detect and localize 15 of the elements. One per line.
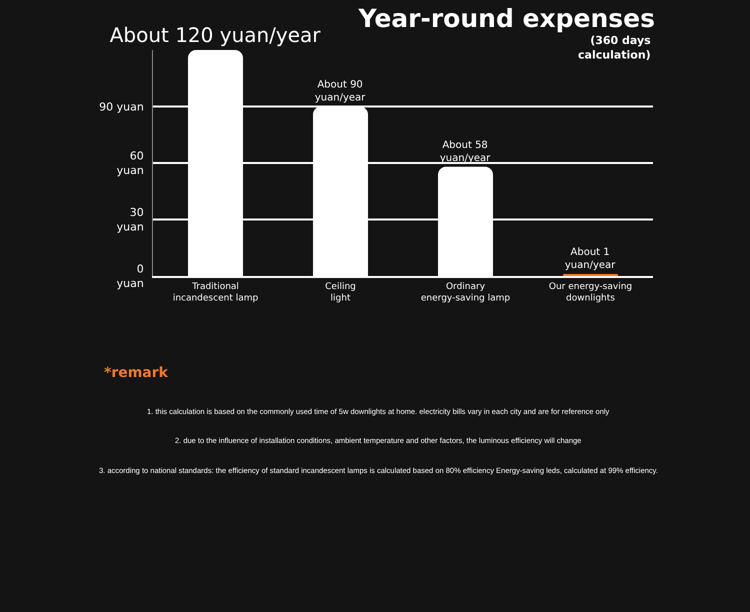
y-tick-label: 90 yuan xyxy=(99,100,144,114)
y-tick-label: 60 yuan xyxy=(116,150,144,177)
x-tick-label: Ordinary energy-saving lamp xyxy=(420,282,510,304)
x-tick-label: Ceiling light xyxy=(325,282,356,304)
data-label: About 58 yuan/year xyxy=(440,140,492,164)
data-label: About 90 yuan/year xyxy=(314,80,366,104)
data-label: About 1 yuan/year xyxy=(564,247,616,271)
x-tick-label: Traditional incandescent lamp xyxy=(172,282,258,304)
text: *remark xyxy=(104,365,169,381)
y-tick-label: 30 yuan xyxy=(116,206,144,234)
chart-title: Year-round expenses xyxy=(358,4,655,33)
x-tick-label: Our energy-saving downlights xyxy=(548,282,632,304)
data-label: About 120 yuan/year xyxy=(110,23,322,47)
chart-subtitle: (360 days calculation) xyxy=(578,34,652,62)
y-tick-label: 0 yuan xyxy=(116,262,144,290)
